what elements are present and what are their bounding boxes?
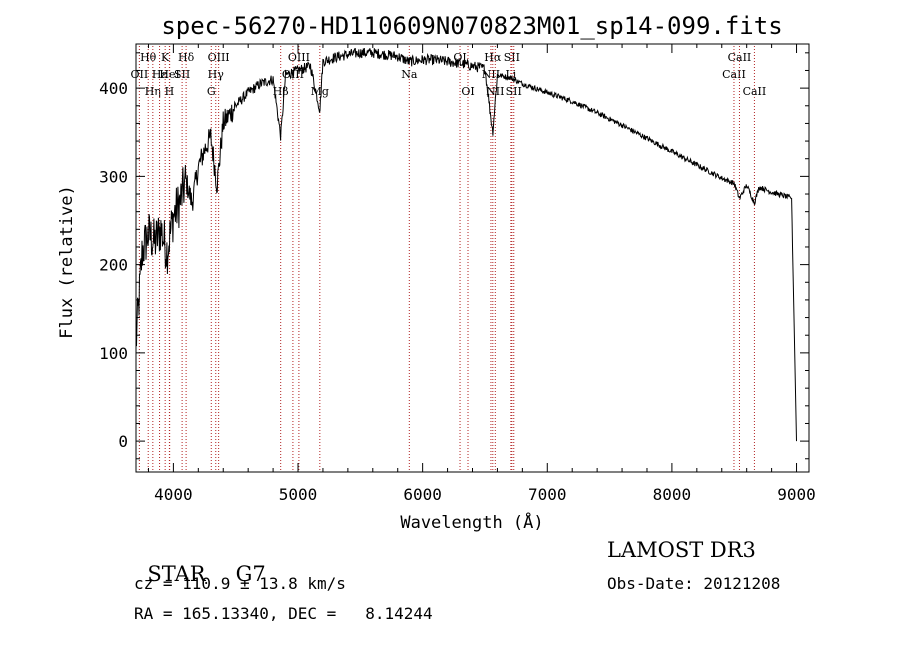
x-tick-label: 9000: [777, 485, 816, 504]
y-tick-label: 0: [118, 432, 128, 451]
axis-ticks: 4000 5000 6000 7000 8000 9000 0 100 200 300 400: [99, 44, 816, 504]
object-class: STAR: [147, 562, 206, 586]
line-marker-label: SII: [506, 85, 522, 98]
line-marker-label: CaII: [722, 68, 746, 81]
line-marker-label: Hθ: [140, 51, 157, 64]
y-tick-label: 100: [99, 344, 128, 363]
line-marker-label: CaII: [743, 85, 767, 98]
line-marker-label: Hη: [145, 85, 161, 98]
line-marker-label: K: [161, 51, 170, 64]
line-marker-label: Na: [401, 68, 418, 81]
line-marker-label: Hα: [484, 51, 502, 64]
line-marker-label: NII: [486, 85, 504, 98]
x-tick-label: 4000: [154, 485, 193, 504]
line-marker-label: Hδ: [178, 51, 195, 64]
spectral-subclass: G7: [235, 562, 266, 586]
x-tick-label: 7000: [528, 485, 567, 504]
line-marker-label: OII: [131, 68, 149, 81]
line-marker-label: Hγ: [208, 68, 225, 81]
line-marker-label: OI: [461, 85, 474, 98]
x-tick-label: 8000: [653, 485, 692, 504]
line-marker-label: OIII: [208, 51, 230, 64]
line-markers: HθOIIHηHεKHHeISIIHδOIIIHγGHβOIIIOIIIMgNa…: [131, 46, 767, 472]
y-tick-label: 200: [99, 256, 128, 275]
y-axis-label: Flux (relative): [57, 185, 77, 339]
line-marker-label: HeI: [159, 68, 179, 81]
obs-date: Obs-Date: 20121208: [607, 574, 781, 593]
y-tick-label: 400: [99, 79, 128, 98]
y-tick-label: 300: [99, 167, 128, 186]
object-class-line: STAR G7: [134, 538, 266, 586]
line-marker-label: Li: [505, 68, 516, 81]
line-marker-label: G: [207, 85, 216, 98]
x-axis-label: Wavelength (Å): [400, 511, 543, 533]
line-marker-label: OIII: [288, 51, 310, 64]
spectrum-line: [135, 47, 797, 442]
coordinates: RA = 165.13340, DEC = 8.14244: [134, 604, 433, 623]
redshift-text: cz = 110.9 ± 13.8 km/s: [134, 574, 346, 593]
chart-title: spec-56270-HD110609N070823M01_sp14-099.f…: [161, 12, 782, 40]
plot-frame: [135, 43, 810, 473]
line-marker-label: SII: [504, 51, 520, 64]
series-layer: [135, 47, 797, 442]
line-marker-label: SII: [174, 68, 190, 81]
line-marker-label: Mg: [311, 85, 329, 98]
survey-name: LAMOST DR3: [607, 538, 756, 562]
x-tick-label: 6000: [403, 485, 442, 504]
line-marker-label: CaII: [728, 51, 752, 64]
line-marker-label: Hε: [152, 68, 168, 81]
x-tick-label: 5000: [279, 485, 318, 504]
